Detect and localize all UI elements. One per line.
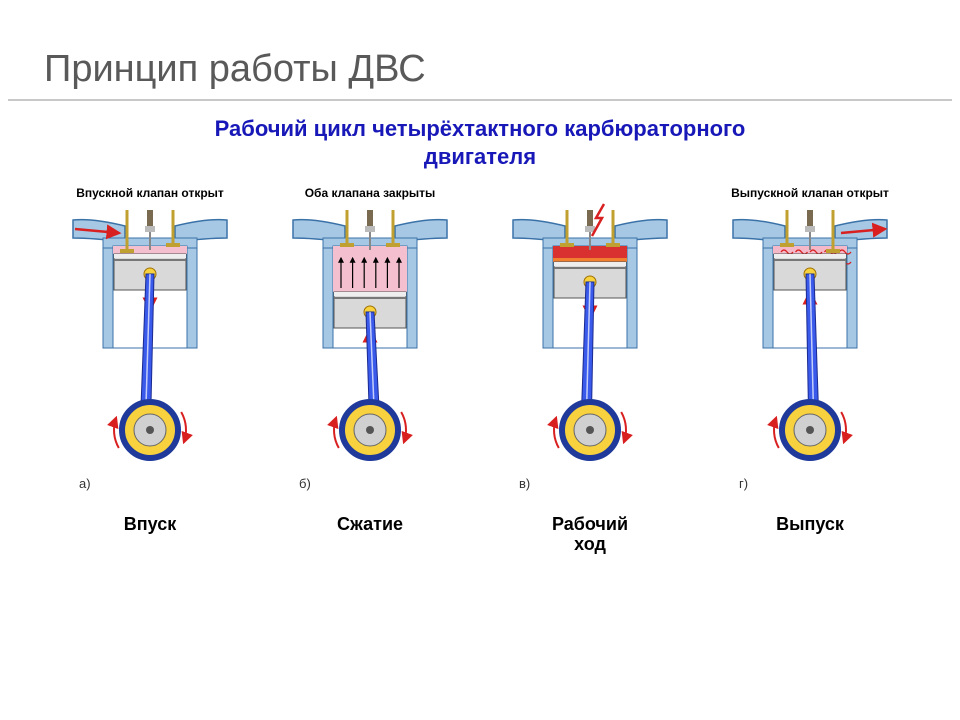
diagram-title: Рабочий цикл четырёхтактного карбюраторн… xyxy=(60,115,900,170)
stroke-intake: Впускной клапан открыт xyxy=(50,172,250,555)
valve-label-intake: Впускной клапан открыт xyxy=(76,172,224,200)
letter-power: в) xyxy=(515,476,665,491)
diagram-title-line1: Рабочий цикл четырёхтактного карбюраторн… xyxy=(215,116,746,141)
stroke-name-compression: Сжатие xyxy=(337,515,403,535)
stroke-power: в) Рабочийход xyxy=(490,172,690,555)
stroke-row: Впускной клапан открыт xyxy=(0,172,960,555)
cylinder-compression xyxy=(285,202,455,482)
stroke-name-intake: Впуск xyxy=(124,515,176,535)
cylinder-power xyxy=(505,202,675,482)
stroke-name-power: Рабочийход xyxy=(552,515,628,555)
slide-title: Принцип работы ДВС xyxy=(0,0,960,99)
valve-label-exhaust: Выпускной клапан открыт xyxy=(731,172,889,200)
stroke-compression: Оба клапана закрыты б) xyxy=(270,172,470,555)
cylinder-intake xyxy=(65,202,235,482)
cylinder-exhaust xyxy=(725,202,895,482)
stroke-name-exhaust: Выпуск xyxy=(776,515,844,535)
letter-intake: а) xyxy=(75,476,225,491)
diagram-title-line2: двигателя xyxy=(424,144,536,169)
letter-compression: б) xyxy=(295,476,445,491)
valve-label-compression: Оба клапана закрыты xyxy=(305,172,436,200)
letter-exhaust: г) xyxy=(735,476,885,491)
stroke-exhaust: Выпускной клапан открыт xyxy=(710,172,910,555)
title-underline xyxy=(8,99,952,101)
